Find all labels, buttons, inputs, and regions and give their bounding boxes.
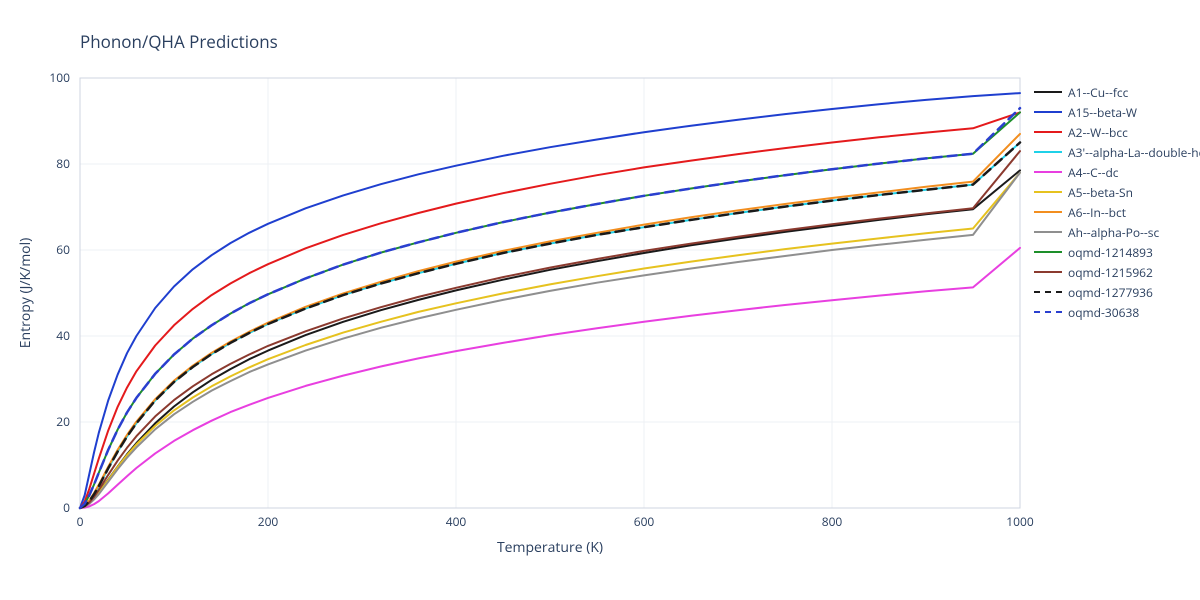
x-tick-label: 600 xyxy=(634,513,655,530)
legend-item[interactable]: oqmd-30638 xyxy=(1034,302,1200,322)
legend-swatch xyxy=(1034,311,1062,313)
legend-swatch xyxy=(1034,211,1062,213)
legend-label: oqmd-1214893 xyxy=(1068,244,1153,261)
y-tick-label: 20 xyxy=(56,413,70,430)
legend-swatch xyxy=(1034,151,1062,153)
legend-swatch xyxy=(1034,131,1062,133)
legend-swatch xyxy=(1034,111,1062,113)
legend-item[interactable]: oqmd-1215962 xyxy=(1034,262,1200,282)
x-axis-label: Temperature (K) xyxy=(497,538,603,557)
legend-label: oqmd-30638 xyxy=(1068,304,1139,321)
legend-label: A5--beta-Sn xyxy=(1068,184,1133,201)
x-tick-label: 800 xyxy=(822,513,843,530)
legend-swatch xyxy=(1034,271,1062,273)
legend-label: A4--C--dc xyxy=(1068,164,1119,181)
y-axis-label: Entropy (J/K/mol) xyxy=(16,238,35,349)
legend-item[interactable]: oqmd-1214893 xyxy=(1034,242,1200,262)
legend-swatch xyxy=(1034,251,1062,253)
legend-item[interactable]: A1--Cu--fcc xyxy=(1034,82,1200,102)
chart-title: Phonon/QHA Predictions xyxy=(80,30,278,53)
y-tick-label: 60 xyxy=(56,241,70,258)
legend-swatch xyxy=(1034,291,1062,293)
legend-item[interactable]: A15--beta-W xyxy=(1034,102,1200,122)
legend-item[interactable]: Ah--alpha-Po--sc xyxy=(1034,222,1200,242)
legend[interactable]: A1--Cu--fcc A15--beta-W A2--W--bcc A3'--alp… xyxy=(1034,82,1200,322)
legend-swatch xyxy=(1034,231,1062,233)
legend-label: A3'--alpha-La--double-hcp xyxy=(1068,144,1200,161)
y-tick-label: 100 xyxy=(49,69,70,86)
legend-label: Ah--alpha-Po--sc xyxy=(1068,224,1159,241)
legend-label: A1--Cu--fcc xyxy=(1068,84,1128,101)
legend-item[interactable]: A4--C--dc xyxy=(1034,162,1200,182)
x-tick-label: 1000 xyxy=(1006,513,1034,530)
legend-item[interactable]: A3'--alpha-La--double-hcp xyxy=(1034,142,1200,162)
legend-item[interactable]: A2--W--bcc xyxy=(1034,122,1200,142)
chart-container: Phonon/QHA Predictions 02040608010002004… xyxy=(0,0,1200,600)
legend-item[interactable]: A6--In--bct xyxy=(1034,202,1200,222)
legend-item[interactable]: A5--beta-Sn xyxy=(1034,182,1200,202)
legend-label: A6--In--bct xyxy=(1068,204,1126,221)
legend-label: oqmd-1277936 xyxy=(1068,284,1153,301)
legend-swatch xyxy=(1034,171,1062,173)
legend-label: A15--beta-W xyxy=(1068,104,1137,121)
legend-item[interactable]: oqmd-1277936 xyxy=(1034,282,1200,302)
legend-label: A2--W--bcc xyxy=(1068,124,1128,141)
x-tick-label: 200 xyxy=(258,513,279,530)
legend-swatch xyxy=(1034,191,1062,193)
y-tick-label: 0 xyxy=(63,499,70,516)
y-tick-label: 80 xyxy=(56,155,70,172)
plot-area[interactable]: 02040608010002004006008001000Temperature… xyxy=(0,0,1200,600)
x-tick-label: 0 xyxy=(77,513,84,530)
x-tick-label: 400 xyxy=(446,513,467,530)
y-tick-label: 40 xyxy=(56,327,70,344)
legend-label: oqmd-1215962 xyxy=(1068,264,1153,281)
legend-swatch xyxy=(1034,91,1062,93)
